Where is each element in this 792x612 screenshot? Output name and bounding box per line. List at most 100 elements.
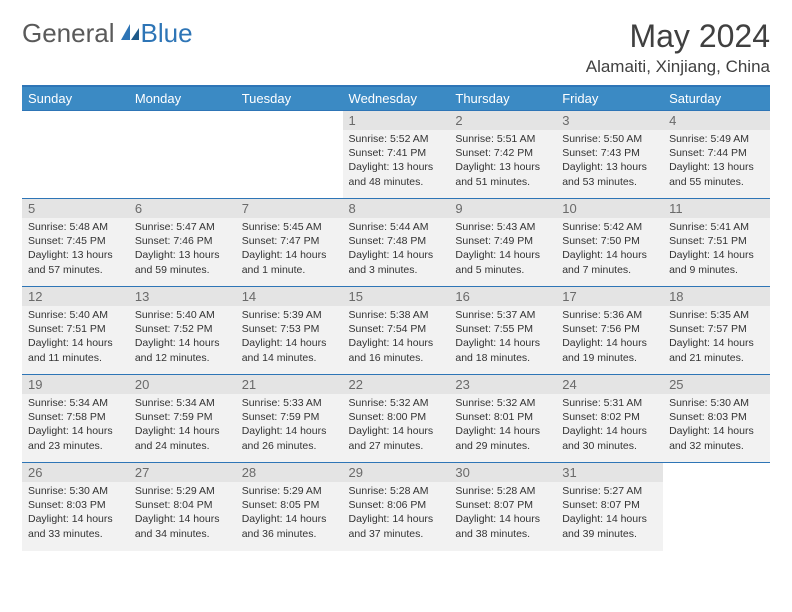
sunrise-value: 5:38 AM — [390, 309, 429, 321]
sunrise-label: Sunrise: — [242, 397, 283, 409]
daylight-label: Daylight: — [562, 337, 606, 349]
day-info: Sunrise: 5:40 AMSunset: 7:51 PMDaylight:… — [28, 308, 123, 365]
sunset-label: Sunset: — [562, 147, 601, 159]
sunrise-value: 5:34 AM — [176, 397, 215, 409]
day-cell: 10Sunrise: 5:42 AMSunset: 7:50 PMDayligh… — [556, 199, 663, 287]
day-number: 19 — [22, 375, 129, 394]
day-cell: 9Sunrise: 5:43 AMSunset: 7:49 PMDaylight… — [449, 199, 556, 287]
sunrise-label: Sunrise: — [349, 309, 390, 321]
day-cell: 20Sunrise: 5:34 AMSunset: 7:59 PMDayligh… — [129, 375, 236, 463]
day-info: Sunrise: 5:28 AMSunset: 8:07 PMDaylight:… — [455, 484, 550, 541]
sunrise-label: Sunrise: — [135, 221, 176, 233]
daylight-label: Daylight: — [455, 513, 499, 525]
day-number: 14 — [236, 287, 343, 306]
day-number: 23 — [449, 375, 556, 394]
sunset-value: 7:53 PM — [280, 323, 319, 335]
sunset-value: 8:07 PM — [601, 499, 640, 511]
calendar-week-row: 12Sunrise: 5:40 AMSunset: 7:51 PMDayligh… — [22, 287, 770, 375]
sunset-label: Sunset: — [242, 411, 281, 423]
sunset-value: 7:57 PM — [708, 323, 747, 335]
daylight-label: Daylight: — [28, 513, 72, 525]
sunrise-value: 5:28 AM — [390, 485, 429, 497]
day-cell: 4Sunrise: 5:49 AMSunset: 7:44 PMDaylight… — [663, 111, 770, 199]
sunrise-label: Sunrise: — [28, 397, 69, 409]
sunset-value: 7:59 PM — [280, 411, 319, 423]
sunrise-value: 5:29 AM — [283, 485, 322, 497]
day-info: Sunrise: 5:32 AMSunset: 8:01 PMDaylight:… — [455, 396, 550, 453]
sunrise-value: 5:29 AM — [176, 485, 215, 497]
sunrise-value: 5:45 AM — [283, 221, 322, 233]
sunrise-label: Sunrise: — [562, 485, 603, 497]
daylight-label: Daylight: — [28, 337, 72, 349]
sunrise-value: 5:34 AM — [69, 397, 108, 409]
sunset-label: Sunset: — [562, 499, 601, 511]
sunset-value: 7:48 PM — [387, 235, 426, 247]
sunrise-value: 5:33 AM — [283, 397, 322, 409]
empty-cell — [236, 111, 343, 199]
sunrise-label: Sunrise: — [669, 133, 710, 145]
day-info: Sunrise: 5:31 AMSunset: 8:02 PMDaylight:… — [562, 396, 657, 453]
sunset-value: 8:06 PM — [387, 499, 426, 511]
sunset-label: Sunset: — [669, 147, 708, 159]
sunset-value: 7:51 PM — [67, 323, 106, 335]
daylight-label: Daylight: — [455, 249, 499, 261]
day-info: Sunrise: 5:35 AMSunset: 7:57 PMDaylight:… — [669, 308, 764, 365]
sunset-value: 7:56 PM — [601, 323, 640, 335]
sunset-value: 7:58 PM — [67, 411, 106, 423]
sunset-value: 8:05 PM — [280, 499, 319, 511]
sunset-label: Sunset: — [669, 411, 708, 423]
sunset-label: Sunset: — [28, 235, 67, 247]
daylight-label: Daylight: — [455, 161, 499, 173]
day-number: 25 — [663, 375, 770, 394]
sunset-label: Sunset: — [562, 235, 601, 247]
sunset-value: 7:51 PM — [708, 235, 747, 247]
day-cell: 30Sunrise: 5:28 AMSunset: 8:07 PMDayligh… — [449, 463, 556, 551]
sunset-label: Sunset: — [28, 411, 67, 423]
sunset-label: Sunset: — [28, 323, 67, 335]
day-info: Sunrise: 5:44 AMSunset: 7:48 PMDaylight:… — [349, 220, 444, 277]
sunset-value: 8:07 PM — [494, 499, 533, 511]
day-number: 9 — [449, 199, 556, 218]
sunset-label: Sunset: — [455, 411, 494, 423]
sunset-label: Sunset: — [562, 323, 601, 335]
day-info: Sunrise: 5:36 AMSunset: 7:56 PMDaylight:… — [562, 308, 657, 365]
sunset-label: Sunset: — [242, 499, 281, 511]
sunrise-label: Sunrise: — [562, 397, 603, 409]
day-cell: 1Sunrise: 5:52 AMSunset: 7:41 PMDaylight… — [343, 111, 450, 199]
sunrise-value: 5:27 AM — [604, 485, 643, 497]
sunset-label: Sunset: — [349, 323, 388, 335]
day-cell: 12Sunrise: 5:40 AMSunset: 7:51 PMDayligh… — [22, 287, 129, 375]
daylight-label: Daylight: — [562, 249, 606, 261]
day-number: 29 — [343, 463, 450, 482]
daylight-label: Daylight: — [349, 161, 393, 173]
header: General Blue May 2024 Alamaiti, Xinjiang… — [22, 18, 770, 77]
day-info: Sunrise: 5:32 AMSunset: 8:00 PMDaylight:… — [349, 396, 444, 453]
day-number: 6 — [129, 199, 236, 218]
sunrise-value: 5:32 AM — [497, 397, 536, 409]
daylight-label: Daylight: — [349, 513, 393, 525]
day-number: 20 — [129, 375, 236, 394]
sunrise-label: Sunrise: — [242, 221, 283, 233]
sunrise-label: Sunrise: — [562, 221, 603, 233]
sunrise-value: 5:40 AM — [176, 309, 215, 321]
sunrise-label: Sunrise: — [455, 221, 496, 233]
sail-icon — [119, 18, 141, 49]
sunset-label: Sunset: — [455, 499, 494, 511]
day-info: Sunrise: 5:34 AMSunset: 7:58 PMDaylight:… — [28, 396, 123, 453]
sunset-label: Sunset: — [669, 323, 708, 335]
day-info: Sunrise: 5:42 AMSunset: 7:50 PMDaylight:… — [562, 220, 657, 277]
sunset-value: 8:02 PM — [601, 411, 640, 423]
sunrise-label: Sunrise: — [562, 309, 603, 321]
day-cell: 11Sunrise: 5:41 AMSunset: 7:51 PMDayligh… — [663, 199, 770, 287]
daylight-label: Daylight: — [242, 249, 286, 261]
empty-cell — [663, 463, 770, 551]
sunrise-value: 5:37 AM — [497, 309, 536, 321]
weekday-header: Saturday — [663, 86, 770, 111]
day-number: 31 — [556, 463, 663, 482]
daylight-label: Daylight: — [669, 337, 713, 349]
day-info: Sunrise: 5:45 AMSunset: 7:47 PMDaylight:… — [242, 220, 337, 277]
sunset-label: Sunset: — [455, 147, 494, 159]
day-info: Sunrise: 5:29 AMSunset: 8:04 PMDaylight:… — [135, 484, 230, 541]
day-number: 17 — [556, 287, 663, 306]
logo: General Blue — [22, 18, 193, 49]
